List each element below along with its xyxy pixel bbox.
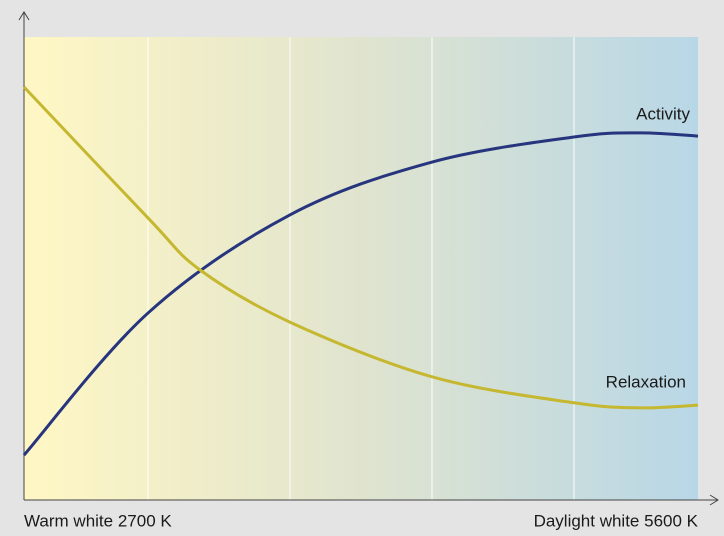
x-end-label: Daylight white 5600 K bbox=[534, 511, 699, 530]
x-start-label: Warm white 2700 K bbox=[24, 511, 172, 530]
line bbox=[22, 131, 699, 457]
axes bbox=[18, 11, 719, 506]
series-label: Activity bbox=[636, 104, 690, 123]
grid bbox=[147, 37, 575, 500]
line bbox=[22, 85, 699, 410]
series-label: Relaxation bbox=[606, 372, 686, 391]
plot-background bbox=[24, 37, 698, 500]
